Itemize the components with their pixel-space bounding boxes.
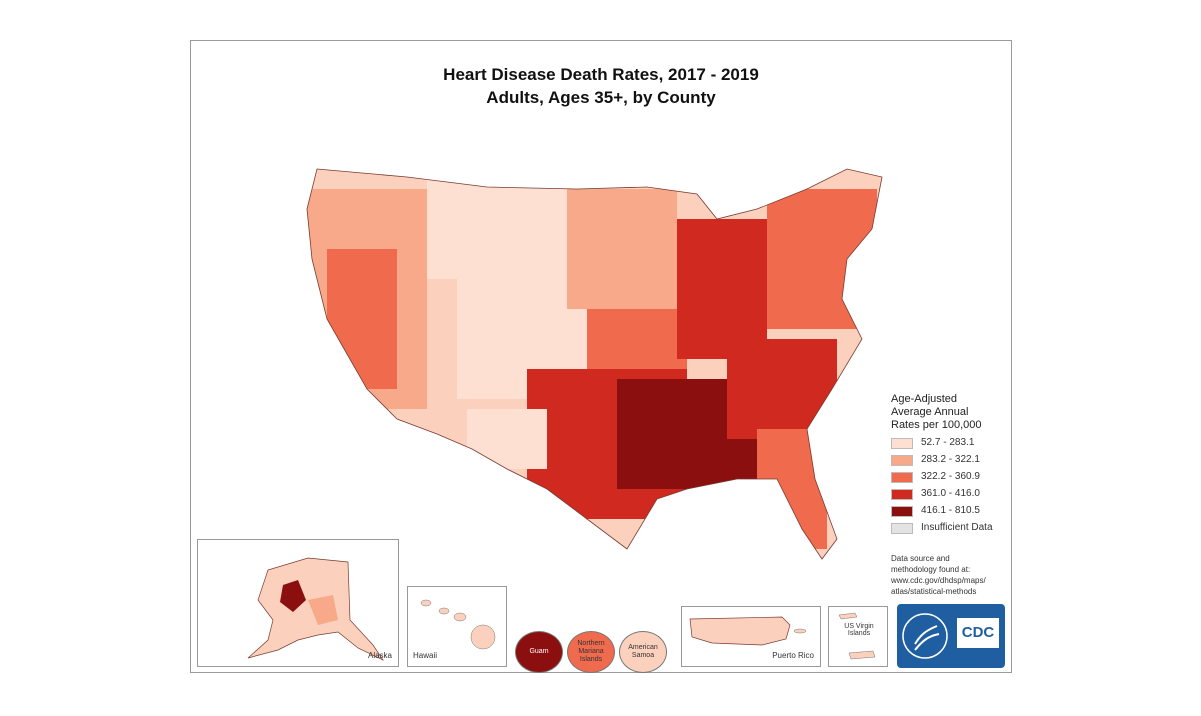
us-virgin-islands-inset: US Virgin Islands (828, 606, 888, 667)
legend-swatch (891, 455, 913, 466)
legend-swatch (891, 489, 913, 500)
cdc-logo-text: CDC (957, 618, 999, 648)
legend-label: 361.0 - 416.0 (921, 488, 980, 499)
map-subtitle: Adults, Ages 35+, by County (486, 88, 716, 107)
legend-title-line: Age-Adjusted (891, 393, 958, 405)
legend-label: Insufficient Data (921, 522, 993, 533)
legend-swatch (891, 523, 913, 534)
alaska-label: Alaska (367, 651, 392, 660)
northern-mariana-circle: Northern Mariana Islands (567, 631, 615, 673)
legend-label: 322.2 - 360.9 (921, 471, 980, 482)
contiguous-us-map (306, 168, 883, 560)
hawaii-shape (420, 599, 496, 650)
hhs-eagle-icon (902, 613, 948, 659)
source-line: methodology found at: (891, 565, 971, 574)
legend-swatch (891, 438, 913, 449)
puerto-rico-inset: Puerto Rico (681, 606, 821, 667)
guam-circle: Guam (515, 631, 563, 673)
legend-label: 416.1 - 810.5 (921, 505, 980, 516)
legend-title-line: Rates per 100,000 (891, 419, 982, 431)
source-line: www.cdc.gov/dhdsp/maps/ (891, 576, 986, 585)
hawaii-inset: Hawaii (407, 586, 507, 667)
legend-title-line: Average Annual (891, 406, 969, 418)
data-source-note: Data source and methodology found at: ww… (891, 553, 1006, 597)
hawaii-label: Hawaii (413, 651, 438, 660)
guam-label: Guam (529, 648, 549, 655)
cdc-logo: CDC (897, 604, 1005, 668)
legend-label: 52.7 - 283.1 (921, 437, 975, 448)
us-virgin-islands-label: US Virgin Islands (844, 623, 874, 637)
map-title: Heart Disease Death Rates, 2017 - 2019 (443, 65, 759, 84)
source-line: Data source and (891, 554, 950, 563)
virgin-islands-shape (838, 612, 876, 660)
legend-swatch (891, 472, 913, 483)
alaska-inset: Alaska (197, 539, 399, 667)
map-figure: Heart Disease Death Rates, 2017 - 2019 A… (190, 40, 1012, 673)
american-samoa-circle: American Samoa (619, 631, 667, 673)
northern-mariana-label: Northern Mariana Islands (577, 640, 605, 663)
legend-swatch (891, 506, 913, 517)
puerto-rico-label: Puerto Rico (772, 651, 814, 660)
puerto-rico-shape (689, 616, 807, 646)
alaska-shape (247, 557, 384, 661)
american-samoa-label: American Samoa (628, 644, 658, 659)
legend-label: 283.2 - 322.1 (921, 454, 980, 465)
source-line: atlas/statistical-methods (891, 587, 977, 596)
